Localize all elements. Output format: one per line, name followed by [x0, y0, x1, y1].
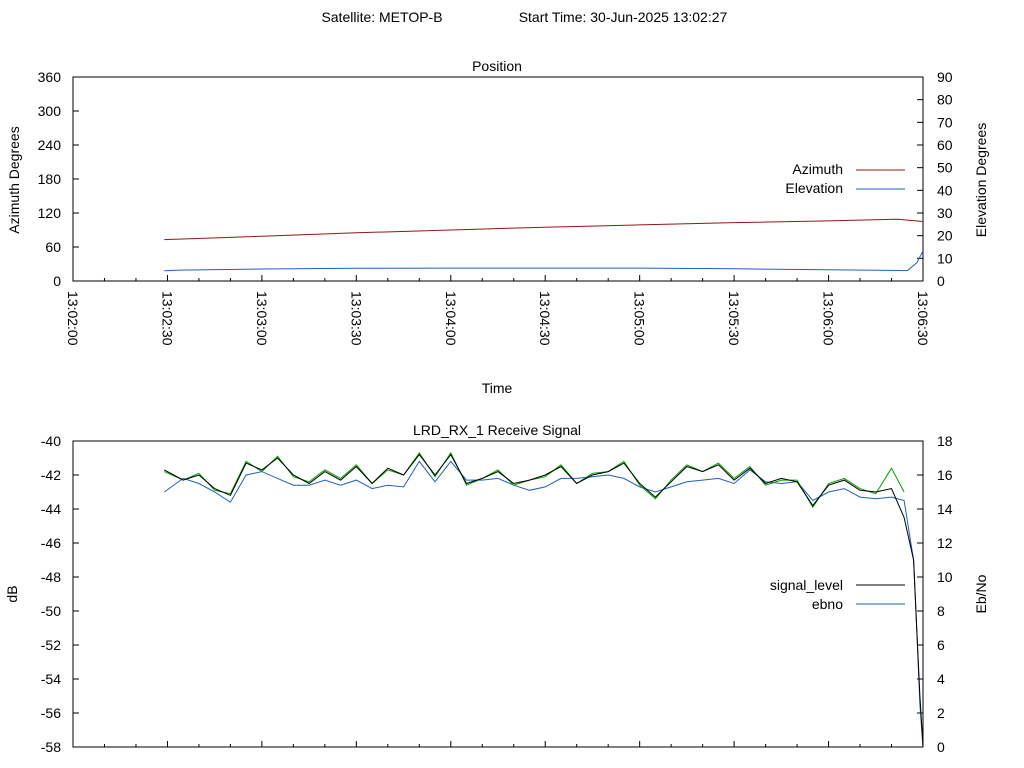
ebno-line — [164, 460, 924, 748]
signal-x-ticks — [103, 741, 893, 747]
signal-y2-tick-label: 16 — [937, 467, 953, 483]
signal-y-tick-label: -48 — [41, 569, 61, 585]
position-xlabel: Time — [482, 380, 513, 396]
position-y-tick-label: 0 — [53, 273, 61, 289]
position-x-tick-label: 13:04:30 — [537, 291, 553, 346]
position-y-tick-label: 60 — [45, 239, 61, 255]
signal-title: LRD_RX_1 Receive Signal — [413, 422, 581, 438]
elevation-line — [164, 250, 924, 272]
signal-y-tick-label: -50 — [41, 603, 61, 619]
azimuth-line — [164, 218, 924, 241]
satellite-label: Satellite: METOP-B — [321, 9, 442, 25]
position-chart: Position Azimuth Degrees Elevation Degre… — [6, 58, 989, 396]
start-time-label: Start Time: 30-Jun-2025 13:02:27 — [519, 9, 728, 25]
legend-ebno-label: ebno — [812, 596, 843, 612]
position-x-ticks: 13:02:00 13:02:30 13:03:00 13:03:30 13:04:00… — [65, 275, 931, 346]
position-y-tick-label: 240 — [38, 137, 62, 153]
position-y2label: Elevation Degrees — [973, 123, 989, 237]
signal-y-tick-label: -58 — [41, 739, 61, 755]
position-legend: Azimuth Elevation — [785, 161, 905, 196]
position-y2-tick-label: 0 — [937, 273, 945, 289]
position-x-tick-label: 13:02:30 — [159, 291, 175, 346]
signal-series — [164, 451, 924, 748]
signal-y2-tick-label: 10 — [937, 569, 953, 585]
position-y2-tick-label: 30 — [937, 205, 953, 221]
legend-azimuth-label: Azimuth — [792, 161, 843, 177]
signal-ylabel: dB — [4, 585, 20, 602]
position-x-tick-label: 13:06:00 — [821, 291, 837, 346]
position-x-tick-label: 13:02:00 — [65, 291, 81, 346]
position-y-ticks: 0 60 120 180 240 300 360 — [38, 69, 79, 289]
position-y2-tick-label: 10 — [937, 250, 953, 266]
legend-signal-level-label: signal_level — [770, 577, 843, 593]
position-y2-tick-label: 20 — [937, 228, 953, 244]
position-y2-tick-label: 70 — [937, 114, 953, 130]
position-plot-frame — [72, 76, 924, 282]
signal-y-tick-label: -42 — [41, 467, 61, 483]
signal-y2label: Eb/No — [973, 574, 989, 613]
position-y2-tick-label: 60 — [937, 137, 953, 153]
signal-legend: signal_level ebno — [770, 577, 905, 612]
signal-y2-tick-label: 8 — [937, 603, 945, 619]
signal-y2-tick-label: 12 — [937, 535, 953, 551]
signal-y-tick-label: -44 — [41, 501, 61, 517]
signal-y-tick-label: -46 — [41, 535, 61, 551]
signal-y2-tick-label: 2 — [937, 705, 945, 721]
position-x-tick-label: 13:03:30 — [348, 291, 364, 346]
signal-level-line — [164, 453, 924, 748]
signal-y2-tick-label: 0 — [937, 739, 945, 755]
signal-y-ticks: -40 -42 -44 -46 -48 -50 -52 -54 -56 -58 — [41, 433, 79, 755]
position-title: Position — [472, 58, 522, 74]
signal-y2-tick-label: 4 — [937, 671, 945, 687]
position-y2-tick-label: 40 — [937, 182, 953, 198]
position-y2-tick-label: 90 — [937, 69, 953, 85]
position-ylabel: Azimuth Degrees — [6, 126, 22, 233]
position-y-tick-label: 360 — [38, 69, 62, 85]
position-y-tick-label: 300 — [38, 103, 62, 119]
position-y-tick-label: 120 — [38, 205, 62, 221]
signal-y-tick-label: -40 — [41, 433, 61, 449]
position-series — [164, 218, 924, 272]
signal-y2-tick-label: 18 — [937, 433, 953, 449]
position-x-tick-label: 13:06:30 — [915, 291, 931, 346]
position-x-tick-label: 13:04:00 — [443, 291, 459, 346]
signal-green-line — [164, 451, 905, 509]
signal-chart: LRD_RX_1 Receive Signal dB Eb/No -40-42-… — [4, 422, 989, 755]
position-y2-tick-label: 50 — [937, 160, 953, 176]
legend-elevation-label: Elevation — [785, 180, 843, 196]
signal-y2-tick-label: 14 — [937, 501, 953, 517]
position-y2-tick-label: 80 — [937, 92, 953, 108]
signal-y-tick-label: -54 — [41, 671, 61, 687]
signal-y-tick-label: -52 — [41, 637, 61, 653]
position-x-tick-label: 13:05:00 — [632, 291, 648, 346]
position-x-tick-label: 13:05:30 — [726, 291, 742, 346]
position-y-tick-label: 180 — [38, 171, 62, 187]
signal-y2-tick-label: 6 — [937, 637, 945, 653]
signal-plot-frame — [72, 440, 924, 748]
signal-y2-ticks: 18 16 14 12 10 8 6 4 2 0 — [917, 433, 953, 755]
signal-y-tick-label: -56 — [41, 705, 61, 721]
position-x-tick-label: 13:03:00 — [254, 291, 270, 346]
position-y2-ticks: 0 10 20 30 40 50 60 70 80 90 — [917, 69, 953, 289]
